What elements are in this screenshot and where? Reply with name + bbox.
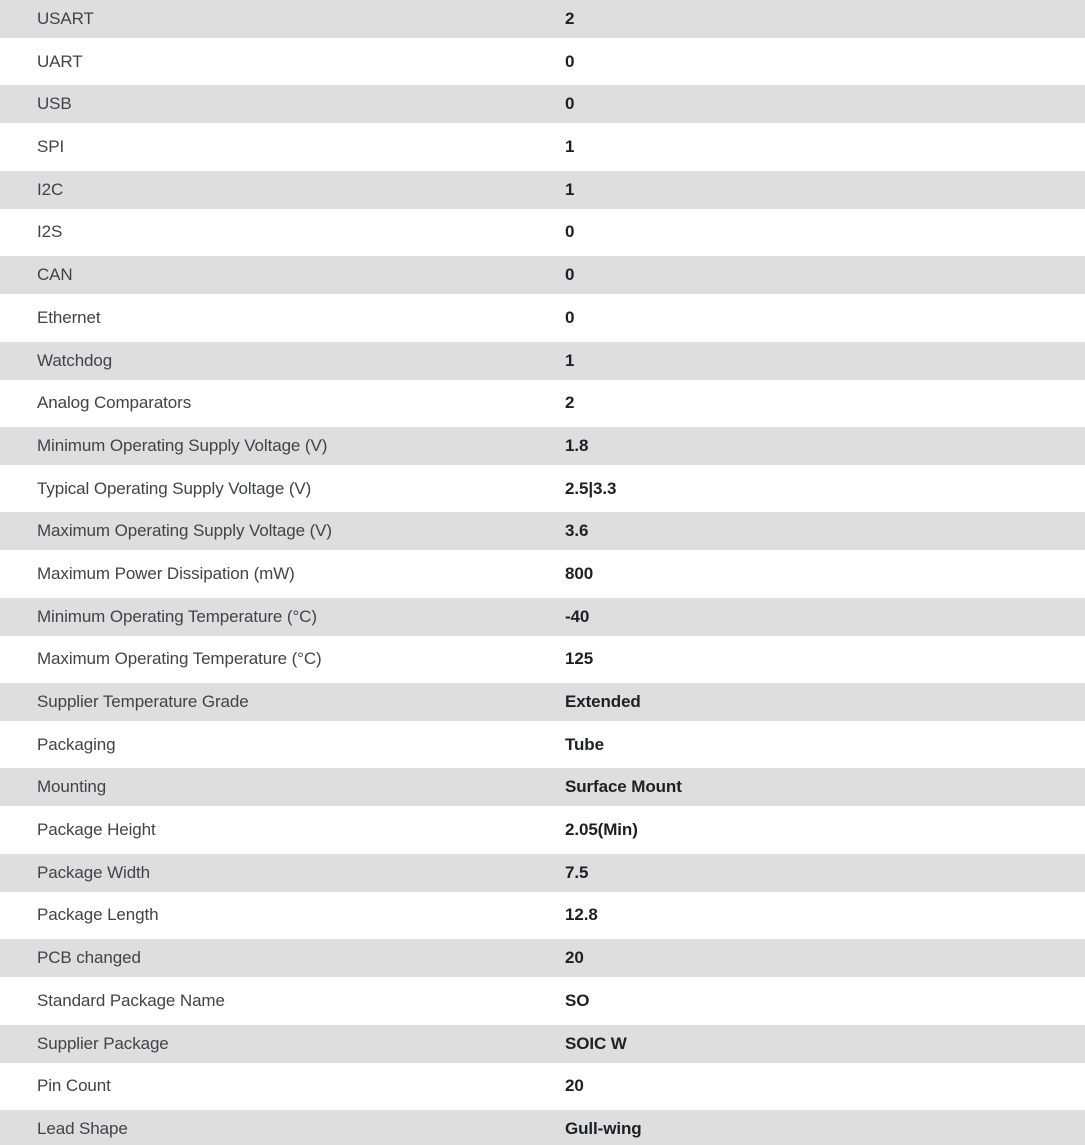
spec-row-i2c: I2C 1 — [0, 170, 1085, 209]
spec-attribute-name: I2S — [37, 222, 63, 242]
spec-attribute-value: 2 — [565, 9, 575, 28]
spec-attribute-value: Extended — [565, 692, 641, 711]
spec-attribute-value: 0 — [565, 307, 575, 327]
spec-attribute-name: PCB changed — [37, 948, 141, 968]
spec-attribute-name: Maximum Operating Supply Voltage (V) — [37, 521, 332, 541]
spec-attribute-value: 800 — [565, 563, 594, 583]
spec-attribute-name: Ethernet — [37, 307, 101, 327]
spec-attribute-value: 3.6 — [565, 521, 589, 541]
spec-row-usart: USART 2 — [0, 0, 1085, 38]
spec-attribute-value: 1 — [565, 137, 575, 157]
spec-row-can: CAN 0 — [0, 256, 1085, 295]
spec-row-package-height: Package Height 2.05(Min) — [0, 811, 1085, 850]
spec-attribute-name: SPI — [37, 137, 65, 157]
spec-attribute-name: Supplier Temperature Grade — [37, 692, 249, 711]
spec-attribute-value: 1 — [565, 350, 575, 370]
spec-attribute-value: Surface Mount — [565, 777, 682, 797]
spec-row-i2s: I2S 0 — [0, 213, 1085, 252]
spec-attribute-name: USB — [37, 94, 72, 114]
spec-row-min-operating-temperature: Minimum Operating Temperature (°C) -40 — [0, 597, 1085, 636]
spec-attribute-name: Lead Shape — [37, 1118, 128, 1138]
spec-attribute-name: Package Width — [37, 862, 151, 882]
spec-attribute-value: 7.5 — [565, 862, 589, 882]
spec-row-standard-package-name: Standard Package Name SO — [0, 981, 1085, 1020]
spec-attribute-name: Maximum Operating Temperature (°C) — [37, 649, 322, 669]
spec-attribute-name: Standard Package Name — [37, 990, 225, 1010]
spec-attribute-name: USART — [37, 9, 94, 28]
spec-row-max-operating-supply-voltage: Maximum Operating Supply Voltage (V) 3.6 — [0, 512, 1085, 551]
spec-row-uart: UART 0 — [0, 42, 1085, 81]
spec-row-usb: USB 0 — [0, 85, 1085, 124]
spec-attribute-value: 0 — [565, 265, 575, 285]
spec-attribute-value: 1.8 — [565, 435, 589, 455]
spec-attribute-value: Gull-wing — [565, 1118, 642, 1138]
spec-attribute-name: CAN — [37, 265, 73, 285]
spec-row-package-width: Package Width 7.5 — [0, 853, 1085, 892]
spec-attribute-value: 0 — [565, 222, 575, 242]
spec-row-max-operating-temperature: Maximum Operating Temperature (°C) 125 — [0, 640, 1085, 679]
spec-row-packaging: Packaging Tube — [0, 725, 1085, 764]
spec-row-supplier-package: Supplier Package SOIC W — [0, 1024, 1085, 1063]
spec-attribute-value: 1 — [565, 179, 575, 199]
spec-attribute-name: Maximum Power Dissipation (mW) — [37, 563, 295, 583]
spec-attribute-value: 2 — [565, 393, 575, 413]
spec-attribute-value: 0 — [565, 94, 575, 114]
spec-row-max-power-dissipation: Maximum Power Dissipation (mW) 800 — [0, 554, 1085, 593]
spec-attribute-name: Minimum Operating Supply Voltage (V) — [37, 435, 328, 455]
spec-row-package-length: Package Length 12.8 — [0, 896, 1085, 935]
spec-row-lead-shape: Lead Shape Gull-wing — [0, 1109, 1085, 1145]
spec-attribute-value: -40 — [565, 606, 590, 626]
spec-row-analog-comparators: Analog Comparators 2 — [0, 384, 1085, 423]
spec-attribute-value: SO — [565, 990, 590, 1010]
spec-attribute-value: 2.5|3.3 — [565, 478, 617, 498]
spec-row-min-operating-supply-voltage: Minimum Operating Supply Voltage (V) 1.8 — [0, 426, 1085, 465]
spec-attribute-name: Pin Count — [37, 1076, 111, 1096]
spec-attribute-name: Minimum Operating Temperature (°C) — [37, 606, 317, 626]
spec-row-pin-count: Pin Count 20 — [0, 1067, 1085, 1106]
spec-row-supplier-temperature-grade: Supplier Temperature Grade Extended — [0, 683, 1085, 721]
spec-row-watchdog: Watchdog 1 — [0, 341, 1085, 380]
spec-row-ethernet: Ethernet 0 — [0, 298, 1085, 337]
spec-attribute-value: 20 — [565, 948, 584, 968]
spec-attribute-value: Tube — [565, 734, 604, 754]
spec-attribute-name: Watchdog — [37, 350, 113, 370]
spec-row-mounting: Mounting Surface Mount — [0, 768, 1085, 807]
spec-attribute-name: Typical Operating Supply Voltage (V) — [37, 478, 312, 498]
spec-attribute-name: Package Height — [37, 820, 156, 840]
spec-attribute-value: 0 — [565, 51, 575, 71]
spec-attribute-name: Analog Comparators — [37, 393, 192, 413]
spec-row-spi: SPI 1 — [0, 128, 1085, 167]
spec-attribute-name: Packaging — [37, 734, 116, 754]
spec-attribute-name: Supplier Package — [37, 1033, 169, 1053]
spec-row-typ-operating-supply-voltage: Typical Operating Supply Voltage (V) 2.5… — [0, 469, 1085, 508]
spec-attribute-name: Package Length — [37, 905, 159, 925]
spec-attribute-value: 20 — [565, 1076, 584, 1096]
spec-attribute-name: UART — [37, 51, 83, 71]
spec-attribute-name: Mounting — [37, 777, 107, 797]
spec-attribute-value: 2.05(Min) — [565, 820, 638, 840]
spec-attribute-value: 125 — [565, 649, 594, 669]
spec-row-pcb-changed: PCB changed 20 — [0, 939, 1085, 978]
spec-attribute-value: SOIC W — [565, 1033, 627, 1053]
spec-attribute-name: I2C — [37, 179, 64, 199]
spec-attribute-value: 12.8 — [565, 905, 598, 925]
